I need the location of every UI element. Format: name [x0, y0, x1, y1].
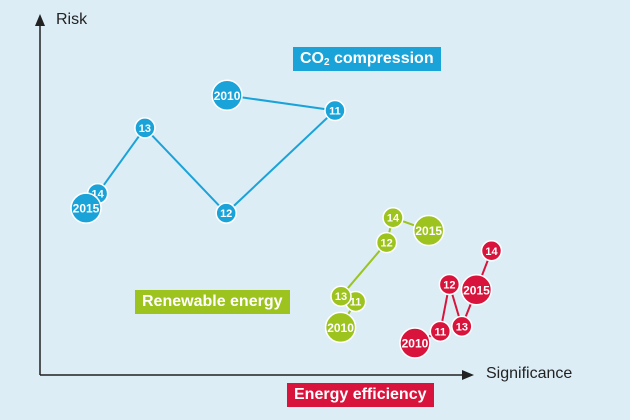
data-point-renewable-energy-12: 12 — [375, 231, 398, 254]
point-marker — [412, 214, 445, 247]
point-marker — [215, 202, 237, 224]
series-label-co2-sub: 2 — [324, 57, 330, 68]
point-label: 2010 — [214, 89, 241, 103]
data-point-co-compression-12: 12 — [215, 202, 237, 224]
point-label: 13 — [335, 291, 347, 303]
data-point-co-compression-13: 13 — [134, 117, 156, 139]
series-label-energy-efficiency: Energy efficiency — [287, 383, 434, 407]
point-label: 13 — [456, 321, 468, 333]
point-marker — [330, 285, 352, 307]
point-marker — [324, 99, 346, 122]
data-point-renewable-energy-2015: 2015 — [412, 214, 445, 247]
data-point-renewable-energy-2010: 2010 — [324, 311, 357, 344]
point-label: 11 — [350, 297, 362, 309]
series-label-co2-compression: CO2 compression — [293, 47, 441, 71]
data-point-energy-efficiency-12: 12 — [438, 273, 461, 296]
series-label-co2-rest: compression — [329, 50, 434, 67]
point-label: 11 — [435, 326, 447, 338]
point-label: 12 — [380, 238, 392, 250]
point-label: 2010 — [327, 321, 354, 335]
data-point-energy-efficiency-14: 14 — [480, 240, 503, 262]
data-point-co-compression-2015: 2015 — [70, 192, 102, 224]
data-point-co-compression-11: 11 — [324, 99, 346, 122]
y-axis-arrow-icon — [35, 14, 45, 26]
point-marker — [324, 311, 357, 344]
point-label: 12 — [443, 279, 455, 291]
point-marker — [382, 206, 404, 229]
series-points: 2010111213142015201011131214201520101112… — [70, 79, 503, 359]
y-axis-title: Risk — [56, 11, 88, 28]
point-label: 12 — [220, 208, 232, 220]
series-line-co-compression — [85, 94, 336, 215]
point-marker — [399, 327, 431, 359]
point-label: 2015 — [463, 283, 490, 297]
point-label: 14 — [387, 213, 400, 225]
point-marker — [429, 320, 452, 343]
chart-axes — [35, 14, 474, 380]
point-marker — [70, 192, 102, 224]
point-marker — [134, 117, 156, 139]
data-point-energy-efficiency-11: 11 — [429, 320, 452, 343]
data-point-energy-efficiency-2010: 2010 — [399, 327, 431, 359]
point-label: 11 — [329, 106, 341, 118]
data-point-energy-efficiency-13: 13 — [451, 315, 473, 338]
series-label-renewable-energy: Renewable energy — [135, 290, 290, 314]
point-marker — [375, 231, 398, 254]
point-marker — [438, 273, 461, 296]
data-point-energy-efficiency-2015: 2015 — [460, 274, 493, 306]
point-marker — [460, 274, 493, 306]
point-label: 2015 — [73, 202, 100, 216]
point-label: 13 — [139, 123, 151, 135]
point-label: 2015 — [415, 224, 442, 238]
point-label: 2010 — [402, 337, 429, 351]
data-point-co-compression-2010: 2010 — [211, 79, 243, 112]
data-point-renewable-energy-14: 14 — [382, 206, 404, 229]
point-label: 14 — [485, 246, 498, 258]
x-axis-title: Significance — [486, 365, 573, 382]
data-point-renewable-energy-13: 13 — [330, 285, 352, 307]
x-axis-arrow-icon — [462, 370, 474, 380]
series-label-co2-main: CO — [300, 50, 324, 67]
point-marker — [451, 315, 473, 338]
point-marker — [211, 79, 243, 112]
point-marker — [480, 240, 503, 262]
